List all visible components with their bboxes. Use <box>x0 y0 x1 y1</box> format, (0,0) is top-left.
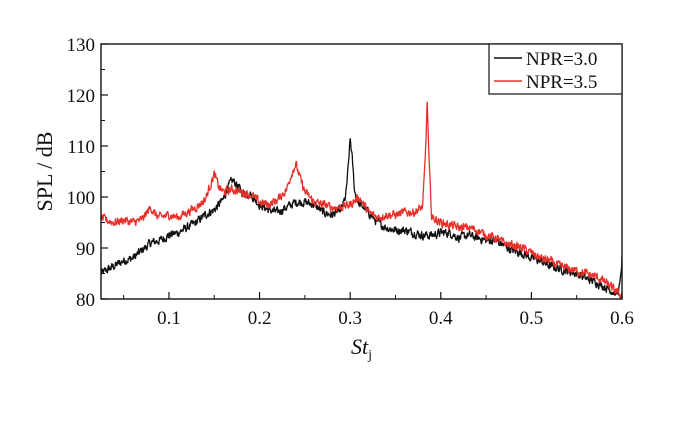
ticks-layer: 0.1 0.2 0.3 0.4 0.5 0.6 80 90 100 110 120 130 <box>67 35 634 329</box>
y-tick-label: 110 <box>67 137 95 158</box>
x-tick-label: 0.4 <box>429 308 453 329</box>
series-layer <box>101 101 622 299</box>
y-axis-label: SPL / dB <box>32 132 57 212</box>
y-tick-label: 80 <box>76 290 95 311</box>
x-axis-label-subscript: j <box>367 348 372 363</box>
y-tick-label: 100 <box>67 188 96 209</box>
x-tick-label: 0.5 <box>520 308 544 329</box>
x-axis-label: Stj <box>351 334 372 363</box>
series-line-2 <box>101 101 622 299</box>
legend-label-2: NPR=3.5 <box>526 72 597 93</box>
y-tick-label: 120 <box>67 86 96 107</box>
x-tick-label: 0.2 <box>248 308 272 329</box>
legend-label-1: NPR=3.0 <box>526 49 597 70</box>
y-tick-label: 130 <box>67 35 96 56</box>
x-tick-label: 0.1 <box>157 308 181 329</box>
legend-box <box>488 43 623 95</box>
x-tick-label: 0.3 <box>338 308 362 329</box>
x-tick-label: 0.6 <box>610 308 634 329</box>
x-axis-label-main: St <box>351 334 369 359</box>
y-tick-label: 90 <box>76 239 95 260</box>
